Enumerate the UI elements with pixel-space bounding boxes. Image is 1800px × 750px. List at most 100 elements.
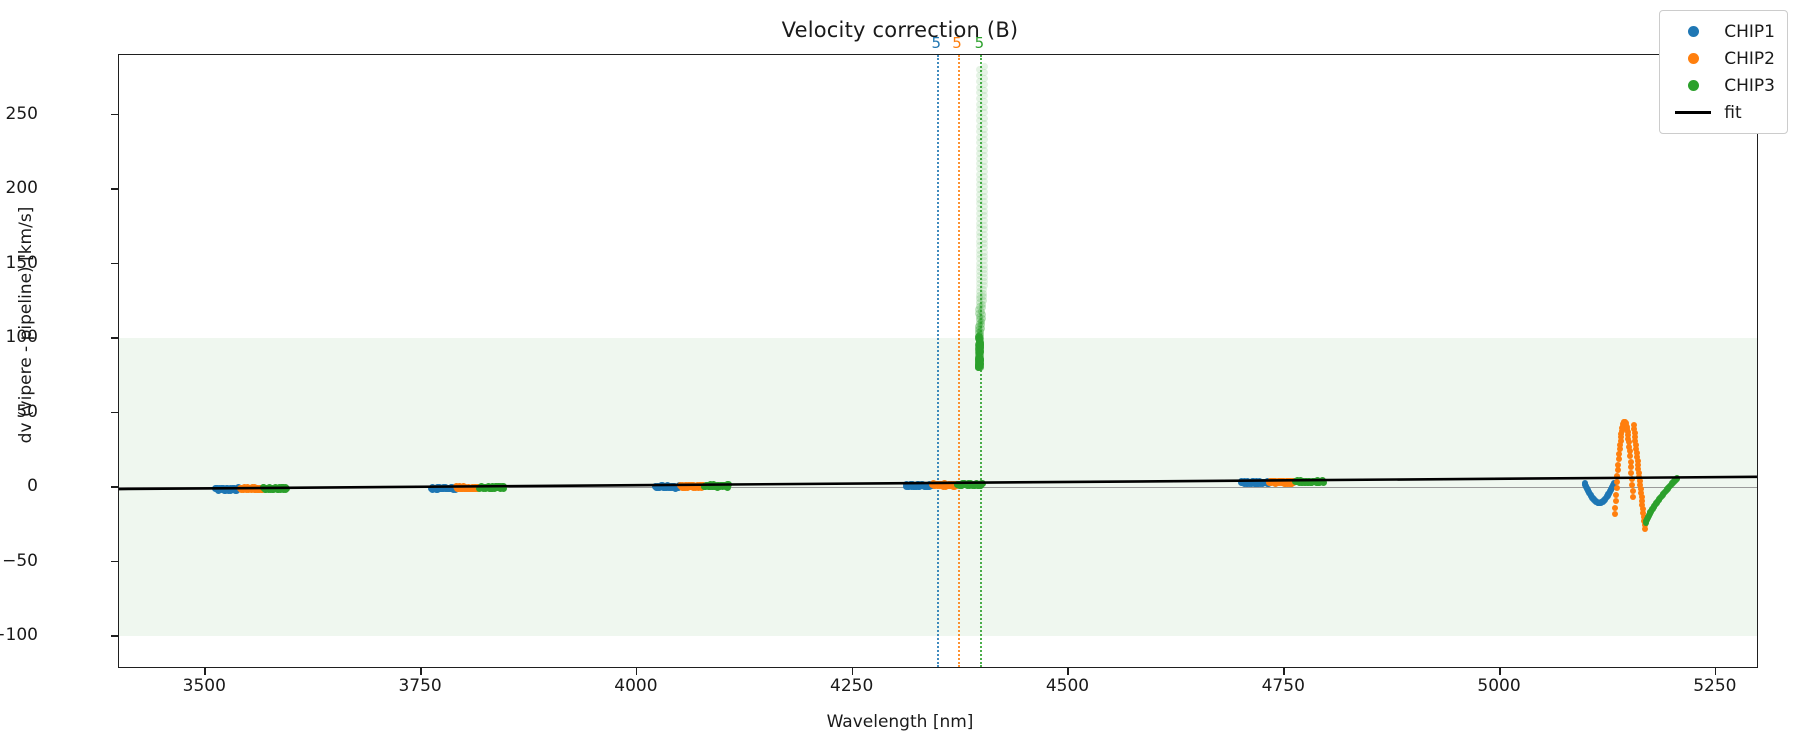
data-point bbox=[976, 228, 984, 236]
y-tick-label: −100 bbox=[0, 625, 38, 646]
data-point bbox=[980, 285, 988, 293]
data-point bbox=[980, 63, 988, 71]
data-point bbox=[975, 299, 983, 307]
vertical-marker-line-1 bbox=[937, 55, 940, 667]
data-point bbox=[1610, 480, 1617, 487]
data-point bbox=[980, 217, 988, 225]
y-tick-label: 200 bbox=[5, 178, 38, 199]
x-tick-label: 4750 bbox=[1261, 676, 1305, 696]
data-point bbox=[976, 291, 984, 299]
data-point bbox=[976, 106, 984, 114]
legend-label: CHIP3 bbox=[1724, 75, 1775, 96]
x-tick-mark bbox=[1067, 668, 1070, 675]
data-point bbox=[980, 226, 988, 234]
x-tick-mark bbox=[851, 668, 854, 675]
data-point bbox=[976, 347, 984, 355]
data-point bbox=[1637, 482, 1644, 489]
data-point bbox=[980, 178, 988, 186]
data-point bbox=[976, 219, 984, 227]
data-point bbox=[975, 309, 983, 317]
chart-title: Velocity correction (B) bbox=[781, 18, 1019, 42]
x-tick-mark bbox=[420, 668, 422, 675]
data-point bbox=[975, 337, 983, 345]
vertical-marker-label-3: 5 bbox=[974, 34, 985, 52]
y-tick-mark bbox=[111, 337, 118, 339]
legend-item-chip2[interactable]: CHIP2 bbox=[1670, 45, 1775, 72]
data-point bbox=[981, 80, 989, 88]
data-point bbox=[1628, 469, 1635, 476]
x-axis-label: Wavelength [nm] bbox=[826, 712, 974, 732]
data-point bbox=[980, 173, 988, 181]
data-point bbox=[976, 190, 984, 198]
data-point bbox=[980, 261, 988, 269]
data-point bbox=[976, 89, 984, 97]
y-tick-mark bbox=[111, 411, 118, 414]
y-tick-mark bbox=[111, 635, 118, 637]
x-tick-label: 4250 bbox=[830, 676, 874, 696]
data-point bbox=[980, 274, 988, 282]
data-point bbox=[980, 131, 988, 139]
data-point bbox=[500, 485, 508, 493]
data-point bbox=[1624, 431, 1631, 438]
data-point bbox=[981, 253, 989, 261]
x-tick-label: 4500 bbox=[1045, 676, 1090, 696]
data-point bbox=[980, 69, 988, 77]
data-point bbox=[980, 207, 988, 215]
y-tick-label: −50 bbox=[2, 550, 38, 571]
data-point bbox=[981, 114, 989, 122]
x-tick-mark bbox=[635, 668, 638, 675]
data-point bbox=[980, 92, 988, 100]
legend-line-icon bbox=[1670, 111, 1716, 114]
data-point bbox=[977, 327, 985, 335]
x-tick-mark bbox=[1283, 668, 1285, 675]
data-point bbox=[1626, 448, 1633, 455]
data-point bbox=[976, 117, 984, 125]
data-point bbox=[1642, 525, 1649, 532]
data-point bbox=[980, 183, 988, 191]
legend-item-chip3[interactable]: CHIP3 bbox=[1670, 72, 1775, 99]
data-point bbox=[978, 318, 986, 326]
data-point bbox=[975, 313, 983, 321]
vertical-marker-label-2: 5 bbox=[952, 34, 962, 52]
legend-item-fit[interactable]: fit bbox=[1670, 99, 1775, 126]
x-tick-mark bbox=[204, 668, 206, 675]
data-point bbox=[975, 170, 983, 178]
data-point bbox=[1633, 450, 1640, 457]
data-point bbox=[1626, 443, 1633, 450]
legend-item-chip1[interactable]: CHIP1 bbox=[1670, 18, 1775, 45]
x-tick-label: 3750 bbox=[398, 676, 442, 696]
data-point bbox=[1625, 435, 1632, 442]
legend-dot-icon bbox=[1670, 26, 1716, 37]
data-point bbox=[975, 165, 983, 173]
x-tick-mark bbox=[1499, 668, 1501, 675]
data-point bbox=[975, 302, 983, 310]
data-point bbox=[981, 162, 989, 170]
data-point bbox=[976, 242, 984, 250]
data-point bbox=[980, 265, 988, 273]
legend: CHIP1 CHIP2 CHIP3 fit bbox=[1659, 10, 1788, 134]
data-point bbox=[975, 175, 983, 183]
data-point bbox=[978, 307, 986, 315]
data-point bbox=[1634, 454, 1641, 461]
data-point bbox=[1638, 494, 1645, 501]
data-point bbox=[976, 66, 984, 74]
data-point bbox=[975, 287, 983, 295]
x-tick-label: 3500 bbox=[182, 676, 226, 696]
data-point bbox=[976, 139, 984, 147]
data-point bbox=[980, 269, 988, 277]
data-point bbox=[980, 278, 988, 286]
data-point bbox=[1635, 470, 1642, 477]
y-tick-mark bbox=[111, 486, 118, 488]
data-point bbox=[975, 72, 983, 80]
data-point bbox=[975, 322, 983, 330]
data-point bbox=[980, 136, 988, 144]
data-point bbox=[976, 195, 984, 203]
y-tick-label: 50 bbox=[16, 401, 38, 422]
data-point bbox=[975, 255, 983, 263]
data-point bbox=[981, 157, 989, 165]
data-point bbox=[976, 83, 984, 91]
y-tick-mark bbox=[111, 262, 118, 265]
data-point bbox=[975, 100, 983, 108]
data-point bbox=[1612, 498, 1619, 505]
